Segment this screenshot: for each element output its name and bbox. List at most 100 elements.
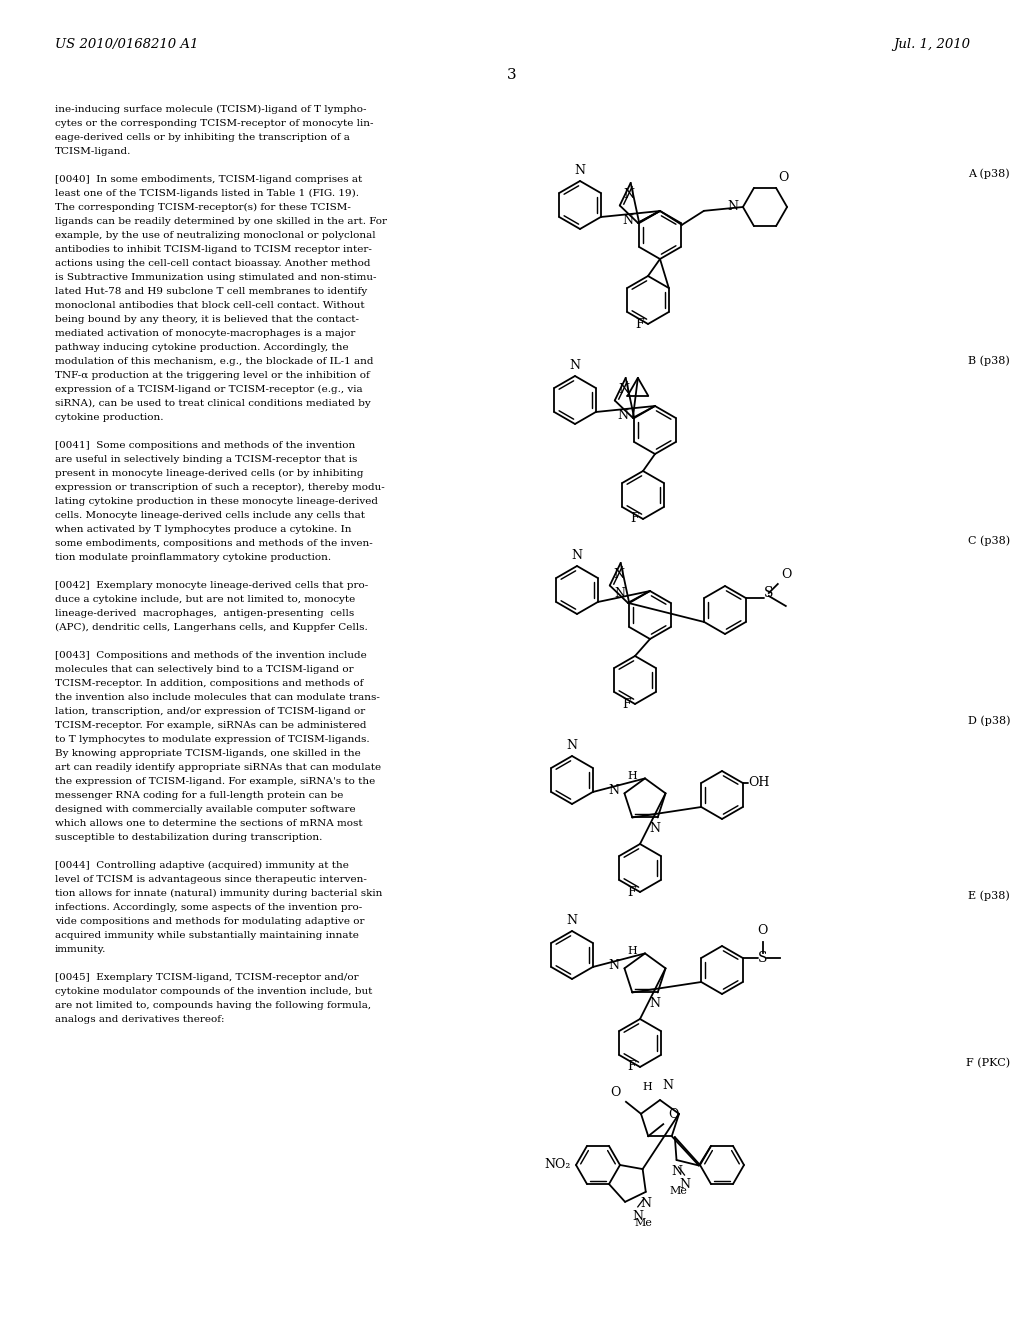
Text: N: N xyxy=(608,958,620,972)
Text: N: N xyxy=(571,549,583,562)
Text: F: F xyxy=(623,697,631,710)
Text: O: O xyxy=(669,1109,679,1121)
Text: which allows one to determine the sections of mRNA most: which allows one to determine the sectio… xyxy=(55,818,362,828)
Text: N: N xyxy=(649,822,660,836)
Text: cytokine production.: cytokine production. xyxy=(55,413,164,422)
Text: N: N xyxy=(618,383,629,396)
Text: mediated activation of monocyte-macrophages is a major: mediated activation of monocyte-macropha… xyxy=(55,329,355,338)
Text: the invention also include molecules that can modulate trans-: the invention also include molecules tha… xyxy=(55,693,380,702)
Text: art can readily identify appropriate siRNAs that can modulate: art can readily identify appropriate siR… xyxy=(55,763,381,772)
Text: (APC), dendritic cells, Langerhans cells, and Kuppfer Cells.: (APC), dendritic cells, Langerhans cells… xyxy=(55,623,368,632)
Text: N: N xyxy=(632,1210,643,1222)
Text: [0045]  Exemplary TCISM-ligand, TCISM-receptor and/or: [0045] Exemplary TCISM-ligand, TCISM-rec… xyxy=(55,973,358,982)
Text: N: N xyxy=(624,187,634,201)
Text: OH: OH xyxy=(748,776,769,789)
Text: The corresponding TCISM-receptor(s) for these TCISM-: The corresponding TCISM-receptor(s) for … xyxy=(55,203,351,213)
Text: [0040]  In some embodiments, TCISM-ligand comprises at: [0040] In some embodiments, TCISM-ligand… xyxy=(55,176,362,183)
Text: analogs and derivatives thereof:: analogs and derivatives thereof: xyxy=(55,1015,224,1024)
Text: modulation of this mechanism, e.g., the blockade of IL-1 and: modulation of this mechanism, e.g., the … xyxy=(55,356,374,366)
Text: [0044]  Controlling adaptive (acquired) immunity at the: [0044] Controlling adaptive (acquired) i… xyxy=(55,861,349,870)
Text: A (p38): A (p38) xyxy=(969,168,1010,178)
Text: F: F xyxy=(635,318,644,330)
Text: NO₂: NO₂ xyxy=(545,1159,571,1172)
Text: N: N xyxy=(679,1177,690,1191)
Text: duce a cytokine include, but are not limited to, monocyte: duce a cytokine include, but are not lim… xyxy=(55,595,355,605)
Text: TNF-α production at the triggering level or the inhibition of: TNF-α production at the triggering level… xyxy=(55,371,370,380)
Text: [0043]  Compositions and methods of the invention include: [0043] Compositions and methods of the i… xyxy=(55,651,367,660)
Text: H: H xyxy=(628,771,637,781)
Text: US 2010/0168210 A1: US 2010/0168210 A1 xyxy=(55,38,199,51)
Text: N: N xyxy=(574,164,586,177)
Text: actions using the cell-cell contact bioassay. Another method: actions using the cell-cell contact bioa… xyxy=(55,259,371,268)
Text: antibodies to inhibit TCISM-ligand to TCISM receptor inter-: antibodies to inhibit TCISM-ligand to TC… xyxy=(55,246,372,253)
Text: N: N xyxy=(671,1166,682,1177)
Text: [0042]  Exemplary monocyte lineage-derived cells that pro-: [0042] Exemplary monocyte lineage-derive… xyxy=(55,581,369,590)
Text: S: S xyxy=(764,586,773,601)
Text: TCISM-receptor. For example, siRNAs can be administered: TCISM-receptor. For example, siRNAs can … xyxy=(55,721,367,730)
Text: N: N xyxy=(566,913,578,927)
Text: E (p38): E (p38) xyxy=(969,890,1010,900)
Text: O: O xyxy=(610,1086,621,1098)
Text: N: N xyxy=(640,1197,651,1210)
Text: Me: Me xyxy=(635,1218,652,1228)
Text: are not limited to, compounds having the following formula,: are not limited to, compounds having the… xyxy=(55,1001,371,1010)
Text: when activated by T lymphocytes produce a cytokine. In: when activated by T lymphocytes produce … xyxy=(55,525,351,535)
Text: expression of a TCISM-ligand or TCISM-receptor (e.g., via: expression of a TCISM-ligand or TCISM-re… xyxy=(55,385,362,395)
Text: pathway inducing cytokine production. Accordingly, the: pathway inducing cytokine production. Ac… xyxy=(55,343,348,352)
Text: eage-derived cells or by inhibiting the transcription of a: eage-derived cells or by inhibiting the … xyxy=(55,133,350,143)
Text: O: O xyxy=(780,568,792,581)
Text: 3: 3 xyxy=(507,69,517,82)
Text: designed with commercially available computer software: designed with commercially available com… xyxy=(55,805,355,814)
Text: least one of the TCISM-ligands listed in Table 1 (FIG. 19).: least one of the TCISM-ligands listed in… xyxy=(55,189,359,198)
Text: S: S xyxy=(758,950,768,965)
Text: N: N xyxy=(569,359,581,372)
Text: messenger RNA coding for a full-length protein can be: messenger RNA coding for a full-length p… xyxy=(55,791,343,800)
Text: N: N xyxy=(622,214,633,227)
Text: By knowing appropriate TCISM-ligands, one skilled in the: By knowing appropriate TCISM-ligands, on… xyxy=(55,748,360,758)
Text: acquired immunity while substantially maintaining innate: acquired immunity while substantially ma… xyxy=(55,931,358,940)
Text: F: F xyxy=(631,512,639,525)
Text: O: O xyxy=(778,170,788,183)
Text: tion modulate proinflammatory cytokine production.: tion modulate proinflammatory cytokine p… xyxy=(55,553,331,562)
Text: level of TCISM is advantageous since therapeutic interven-: level of TCISM is advantageous since the… xyxy=(55,875,367,884)
Text: lineage-derived  macrophages,  antigen-presenting  cells: lineage-derived macrophages, antigen-pre… xyxy=(55,609,354,618)
Text: N: N xyxy=(608,784,620,797)
Text: example, by the use of neutralizing monoclonal or polyclonal: example, by the use of neutralizing mono… xyxy=(55,231,376,240)
Text: H: H xyxy=(628,946,637,956)
Text: the expression of TCISM-ligand. For example, siRNA's to the: the expression of TCISM-ligand. For exam… xyxy=(55,777,375,785)
Text: N: N xyxy=(649,998,660,1011)
Text: TCISM-ligand.: TCISM-ligand. xyxy=(55,147,131,156)
Text: N: N xyxy=(566,739,578,752)
Text: are useful in selectively binding a TCISM-receptor that is: are useful in selectively binding a TCIS… xyxy=(55,455,357,465)
Text: N: N xyxy=(613,568,625,581)
Text: some embodiments, compositions and methods of the inven-: some embodiments, compositions and metho… xyxy=(55,539,373,548)
Text: to T lymphocytes to modulate expression of TCISM-ligands.: to T lymphocytes to modulate expression … xyxy=(55,735,370,744)
Text: N: N xyxy=(613,587,625,599)
Text: B (p38): B (p38) xyxy=(969,355,1010,366)
Text: present in monocyte lineage-derived cells (or by inhibiting: present in monocyte lineage-derived cell… xyxy=(55,469,364,478)
Text: Jul. 1, 2010: Jul. 1, 2010 xyxy=(893,38,970,51)
Text: H: H xyxy=(642,1082,652,1092)
Text: expression or transcription of such a receptor), thereby modu-: expression or transcription of such a re… xyxy=(55,483,385,492)
Text: being bound by any theory, it is believed that the contact-: being bound by any theory, it is believe… xyxy=(55,315,359,323)
Text: F (PKC): F (PKC) xyxy=(966,1059,1010,1068)
Text: cells. Monocyte lineage-derived cells include any cells that: cells. Monocyte lineage-derived cells in… xyxy=(55,511,365,520)
Text: cytokine modulator compounds of the invention include, but: cytokine modulator compounds of the inve… xyxy=(55,987,373,997)
Text: infections. Accordingly, some aspects of the invention pro-: infections. Accordingly, some aspects of… xyxy=(55,903,362,912)
Text: F: F xyxy=(628,1060,636,1073)
Text: susceptible to destabilization during transcription.: susceptible to destabilization during tr… xyxy=(55,833,323,842)
Text: N: N xyxy=(662,1078,673,1092)
Text: lated Hut-78 and H9 subclone T cell membranes to identify: lated Hut-78 and H9 subclone T cell memb… xyxy=(55,286,368,296)
Text: tion allows for innate (natural) immunity during bacterial skin: tion allows for innate (natural) immunit… xyxy=(55,888,382,898)
Text: lation, transcription, and/or expression of TCISM-ligand or: lation, transcription, and/or expression… xyxy=(55,708,366,715)
Text: O: O xyxy=(758,924,768,937)
Text: lating cytokine production in these monocyte lineage-derived: lating cytokine production in these mono… xyxy=(55,498,378,506)
Text: TCISM-receptor. In addition, compositions and methods of: TCISM-receptor. In addition, composition… xyxy=(55,678,364,688)
Text: N: N xyxy=(727,201,738,214)
Text: F: F xyxy=(628,886,636,899)
Text: immunity.: immunity. xyxy=(55,945,106,954)
Text: is Subtractive Immunization using stimulated and non-stimu-: is Subtractive Immunization using stimul… xyxy=(55,273,377,282)
Text: [0041]  Some compositions and methods of the invention: [0041] Some compositions and methods of … xyxy=(55,441,355,450)
Text: cytes or the corresponding TCISM-receptor of monocyte lin-: cytes or the corresponding TCISM-recepto… xyxy=(55,119,374,128)
Text: monoclonal antibodies that block cell-cell contact. Without: monoclonal antibodies that block cell-ce… xyxy=(55,301,365,310)
